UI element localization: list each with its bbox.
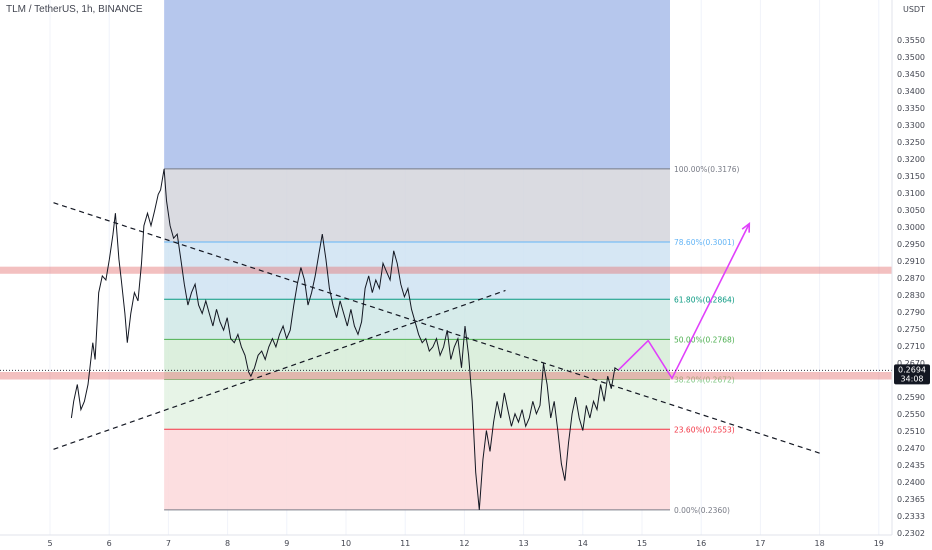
price-axis-labels: 0.3550 0.3500 0.3450 0.3400 0.3350 0.3300 0.32… bbox=[897, 36, 925, 538]
price-tick-label: 0.3100 bbox=[897, 189, 925, 198]
projection bbox=[617, 221, 751, 380]
time-axis[interactable] bbox=[0, 535, 892, 550]
bar-countdown: 34:08 bbox=[900, 374, 923, 383]
fib-band bbox=[164, 242, 671, 300]
price-tick-label: 0.2590 bbox=[897, 393, 925, 402]
fib-band bbox=[164, 168, 671, 243]
fib-band bbox=[164, 339, 671, 380]
current-price-value: 0.2694 bbox=[898, 365, 926, 374]
fib-level-label: 100.00%(0.3176) bbox=[674, 165, 740, 174]
time-tick-label: 5 bbox=[47, 539, 52, 548]
fib-level-label: 0.00%(0.2360) bbox=[674, 506, 730, 515]
fib-band bbox=[164, 429, 671, 510]
time-tick-label: 7 bbox=[166, 539, 171, 548]
price-tick-label: 0.2400 bbox=[897, 478, 925, 487]
price-tick-label: 0.3150 bbox=[897, 172, 925, 181]
price-tick-label: 0.3500 bbox=[897, 53, 925, 62]
price-tick-label: 0.3250 bbox=[897, 138, 925, 147]
time-tick-label: 13 bbox=[519, 539, 529, 548]
fib-level-label: 50.00%(0.2768) bbox=[674, 335, 735, 344]
price-tick-label: 0.3200 bbox=[897, 155, 925, 164]
time-tick-label: 14 bbox=[578, 539, 588, 548]
price-tick-label: 0.2790 bbox=[897, 308, 925, 317]
price-tick-label: 0.3450 bbox=[897, 70, 925, 79]
price-tick-label: 0.2510 bbox=[897, 427, 925, 436]
price-axis[interactable] bbox=[892, 0, 932, 550]
price-tick-label: 0.2435 bbox=[897, 461, 925, 470]
fib-level-label: 38.20%(0.2672) bbox=[674, 376, 735, 385]
price-tick-label: 0.2950 bbox=[897, 240, 925, 249]
time-tick-label: 15 bbox=[637, 539, 647, 548]
time-tick-label: 17 bbox=[755, 539, 765, 548]
trendlines bbox=[53, 202, 821, 455]
time-tick-label: 16 bbox=[696, 539, 706, 548]
price-tick-label: 0.2365 bbox=[897, 495, 925, 504]
time-tick-label: 11 bbox=[400, 539, 410, 548]
price-tick-label: 0.2870 bbox=[897, 274, 925, 283]
resistance-zones bbox=[0, 266, 892, 380]
resistance-zone bbox=[0, 371, 892, 380]
fib-lines: 100.00%(0.3176) 78.60%(0.3001) 61.80%(0.28… bbox=[164, 165, 740, 515]
time-tick-label: 18 bbox=[815, 539, 825, 548]
currency-label: USDT bbox=[903, 5, 925, 14]
price-tick-label: 0.3550 bbox=[897, 36, 925, 45]
symbol-title: TLM / TetherUS, 1h, BINANCE bbox=[6, 4, 143, 15]
price-tick-label: 0.2470 bbox=[897, 444, 925, 453]
price-tick-label: 0.2750 bbox=[897, 325, 925, 334]
price-tick-label: 0.3300 bbox=[897, 121, 925, 130]
fib-band-top bbox=[164, 0, 671, 169]
price-tick-label: 0.3350 bbox=[897, 104, 925, 113]
trendline bbox=[53, 289, 506, 450]
price-tick-label: 0.3000 bbox=[897, 223, 925, 232]
price-tick-label: 0.2830 bbox=[897, 291, 925, 300]
fib-band bbox=[164, 379, 671, 430]
time-tick-label: 6 bbox=[107, 539, 112, 548]
fib-level-label: 61.80%(0.2864) bbox=[674, 295, 735, 304]
time-tick-label: 19 bbox=[874, 539, 884, 548]
price-tick-label: 0.2670 bbox=[897, 359, 925, 368]
price-tick-label: 0.2333 bbox=[897, 512, 925, 521]
resistance-zone bbox=[0, 266, 892, 274]
fib-level-label: 23.60%(0.2553) bbox=[674, 425, 735, 434]
price-tick-label: 0.3050 bbox=[897, 206, 925, 215]
time-axis-labels: 5 6 7 8 9 10 11 12 13 14 15 16 17 18 19 bbox=[47, 539, 883, 548]
fib-zones bbox=[164, 0, 671, 510]
time-tick-label: 12 bbox=[459, 539, 469, 548]
current-price-badge: 0.2694 34:08 bbox=[894, 364, 930, 385]
fib-level-label: 78.60%(0.3001) bbox=[674, 238, 735, 247]
time-tick-label: 10 bbox=[341, 539, 351, 548]
time-tick-label: 9 bbox=[284, 539, 289, 548]
projection-arrowhead bbox=[741, 221, 751, 233]
time-tick-label: 8 bbox=[225, 539, 230, 548]
price-tick-label: 0.2302 bbox=[897, 529, 925, 538]
price-tick-label: 0.2710 bbox=[897, 342, 925, 351]
price-tick-label: 0.3400 bbox=[897, 87, 925, 96]
price-tick-label: 0.2550 bbox=[897, 410, 925, 419]
price-tick-label: 0.2910 bbox=[897, 257, 925, 266]
price-line bbox=[70, 168, 619, 510]
projection-path bbox=[617, 223, 751, 380]
fib-band bbox=[164, 299, 671, 340]
